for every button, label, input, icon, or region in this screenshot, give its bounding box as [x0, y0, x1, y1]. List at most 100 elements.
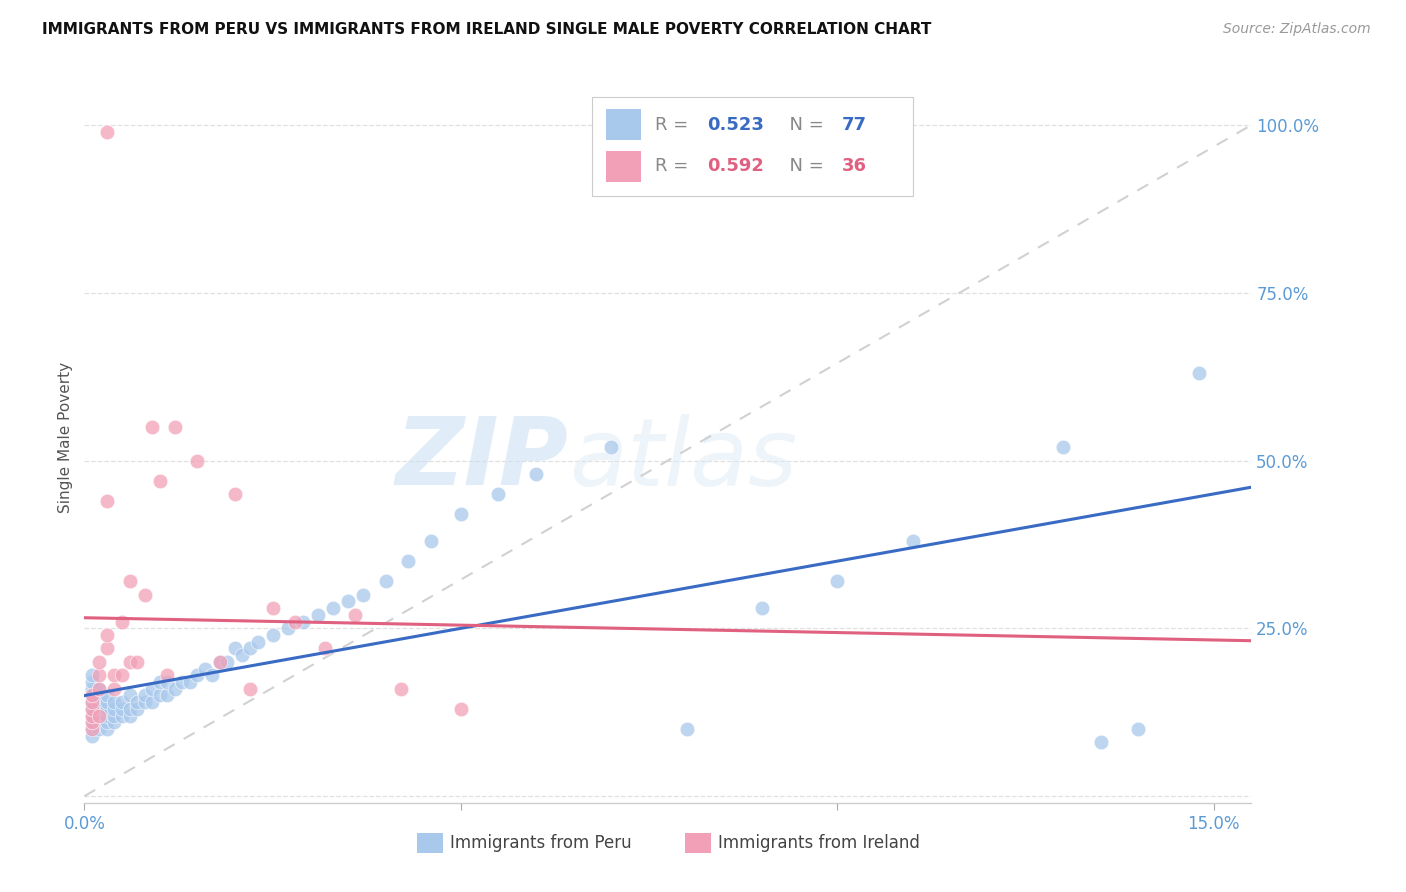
Point	[80, 689, 103, 703]
Point	[80, 689, 103, 703]
Point	[118, 708, 141, 723]
Point	[179, 675, 201, 690]
Text: 0.523: 0.523	[707, 116, 765, 134]
Point	[149, 474, 172, 488]
Text: 77: 77	[842, 116, 866, 134]
Point	[96, 641, 118, 656]
Point	[118, 702, 141, 716]
Point	[103, 668, 125, 682]
Point	[118, 574, 141, 589]
Text: IMMIGRANTS FROM PERU VS IMMIGRANTS FROM IRELAND SINGLE MALE POVERTY CORRELATION : IMMIGRANTS FROM PERU VS IMMIGRANTS FROM …	[42, 22, 932, 37]
Point	[125, 655, 148, 669]
Point	[208, 655, 231, 669]
Point	[89, 689, 111, 703]
Point	[96, 689, 118, 703]
Point	[80, 722, 103, 736]
Point	[314, 641, 336, 656]
Bar	[606, 110, 641, 140]
Point	[125, 695, 148, 709]
Y-axis label: Single Male Poverty: Single Male Poverty	[58, 361, 73, 513]
Point	[156, 668, 179, 682]
Point	[277, 621, 299, 635]
Point	[103, 681, 125, 696]
Point	[80, 729, 103, 743]
Point	[186, 668, 208, 682]
Point	[80, 675, 103, 690]
Point	[89, 715, 111, 730]
Text: N =: N =	[778, 158, 830, 176]
Point	[141, 681, 163, 696]
Point	[186, 453, 208, 467]
Point	[217, 655, 239, 669]
Point	[111, 708, 134, 723]
Point	[291, 615, 314, 629]
Text: ZIP: ZIP	[395, 413, 568, 505]
Point	[134, 695, 156, 709]
Point	[307, 607, 329, 622]
Point	[201, 668, 224, 682]
Point	[89, 702, 111, 716]
Point	[96, 125, 118, 139]
Point	[96, 695, 118, 709]
Point	[80, 715, 103, 730]
Point	[208, 655, 231, 669]
Point	[239, 681, 262, 696]
Point	[118, 655, 141, 669]
Point	[224, 487, 246, 501]
Point	[419, 534, 441, 549]
Text: atlas: atlas	[568, 414, 797, 505]
Point	[96, 628, 118, 642]
Point	[111, 702, 134, 716]
Point	[118, 689, 141, 703]
Point	[149, 675, 172, 690]
Point	[396, 554, 419, 568]
Point	[389, 681, 412, 696]
Point	[141, 695, 163, 709]
Point	[194, 662, 217, 676]
Point	[89, 681, 111, 696]
Point	[172, 675, 194, 690]
Point	[103, 708, 125, 723]
Point	[80, 722, 103, 736]
Point	[89, 708, 111, 723]
Point	[156, 689, 179, 703]
Point	[134, 689, 156, 703]
Point	[374, 574, 396, 589]
Text: Immigrants from Ireland: Immigrants from Ireland	[718, 834, 920, 852]
Point	[80, 702, 103, 716]
Point	[134, 588, 156, 602]
FancyBboxPatch shape	[592, 97, 912, 195]
Point	[141, 420, 163, 434]
Point	[600, 440, 623, 454]
Point	[96, 702, 118, 716]
Point	[96, 722, 118, 736]
Point	[103, 715, 125, 730]
Point	[901, 534, 924, 549]
Point	[246, 634, 269, 648]
Point	[344, 607, 367, 622]
Point	[675, 722, 697, 736]
Text: R =: R =	[655, 158, 695, 176]
Point	[80, 708, 103, 723]
Point	[89, 695, 111, 709]
Point	[89, 668, 111, 682]
Point	[751, 601, 773, 615]
Text: Source: ZipAtlas.com: Source: ZipAtlas.com	[1223, 22, 1371, 37]
Point	[825, 574, 848, 589]
Point	[231, 648, 253, 662]
Point	[322, 601, 344, 615]
Point	[103, 695, 125, 709]
Point	[163, 420, 186, 434]
Point	[524, 467, 547, 481]
Point	[450, 702, 472, 716]
Point	[111, 615, 134, 629]
Point	[80, 681, 103, 696]
Point	[80, 708, 103, 723]
Point	[89, 655, 111, 669]
Point	[96, 493, 118, 508]
Point	[239, 641, 262, 656]
Point	[80, 668, 103, 682]
Bar	[418, 833, 443, 854]
Point	[149, 689, 172, 703]
Text: Immigrants from Peru: Immigrants from Peru	[450, 834, 631, 852]
